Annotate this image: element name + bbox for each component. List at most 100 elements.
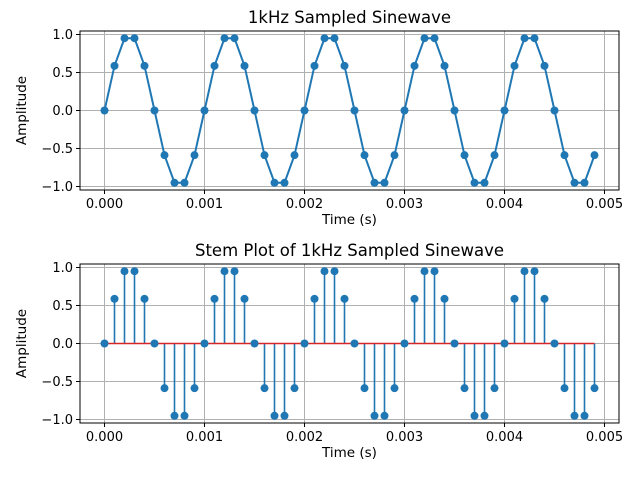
stem-subplot: 0.000 0.001 0.002 0.003 0.004 0.005 1.0 0.5 0.0 −… xyxy=(14,241,623,461)
data-point-marker xyxy=(330,34,339,43)
data-point-marker xyxy=(490,384,499,393)
data-point-marker xyxy=(570,178,579,187)
data-point-marker xyxy=(330,267,339,276)
data-point-marker xyxy=(250,106,259,115)
y-tick-label: 1.0 xyxy=(52,261,73,276)
data-point-marker xyxy=(550,106,559,115)
y-axis-label: Amplitude xyxy=(14,76,30,145)
data-point-marker xyxy=(560,151,569,160)
data-point-marker xyxy=(430,34,439,43)
data-point-marker xyxy=(320,267,329,276)
x-tick-label: 0.001 xyxy=(186,197,223,212)
data-point-marker xyxy=(250,339,259,348)
data-point-marker xyxy=(350,106,359,115)
data-point-marker xyxy=(580,178,589,187)
y-tick-label: 0.5 xyxy=(52,299,73,314)
data-point-marker xyxy=(290,384,299,393)
data-point-marker xyxy=(300,106,309,115)
data-point-marker xyxy=(360,151,369,160)
data-point-marker xyxy=(420,34,429,43)
x-tick-label: 0.003 xyxy=(386,197,423,212)
x-tick-label: 0.005 xyxy=(586,430,623,445)
x-tick-label: 0.002 xyxy=(286,430,323,445)
y-tick-label: 1.0 xyxy=(52,28,73,43)
y-tick-label: −1.0 xyxy=(41,413,73,428)
data-point-marker xyxy=(460,151,469,160)
data-point-marker xyxy=(340,61,349,70)
data-point-marker xyxy=(240,61,249,70)
data-point-marker xyxy=(120,34,129,43)
y-tick-label: 0.0 xyxy=(52,337,73,352)
data-point-marker xyxy=(150,339,159,348)
chart-title: Stem Plot of 1kHz Sampled Sinewave xyxy=(195,241,504,260)
data-point-marker xyxy=(230,267,239,276)
data-point-marker xyxy=(540,61,549,70)
data-point-marker xyxy=(520,267,529,276)
data-point-marker xyxy=(230,34,239,43)
data-point-marker xyxy=(310,294,319,303)
data-point-marker xyxy=(110,61,119,70)
x-tick-label: 0.005 xyxy=(586,197,623,212)
data-point-marker xyxy=(500,106,509,115)
data-point-marker xyxy=(360,384,369,393)
x-axis-label: Time (s) xyxy=(321,445,377,461)
data-point-marker xyxy=(280,411,289,420)
line-subplot: 0.000 0.001 0.002 0.003 0.004 0.005 1.0 0.5 0.0 −… xyxy=(14,8,623,228)
y-tick-label: 0.5 xyxy=(52,66,73,81)
data-point-marker xyxy=(240,294,249,303)
data-point-marker xyxy=(390,151,399,160)
data-point-marker xyxy=(350,339,359,348)
data-point-marker xyxy=(560,384,569,393)
data-point-marker xyxy=(450,339,459,348)
data-point-marker xyxy=(530,34,539,43)
y-tick-label: 0.0 xyxy=(52,104,73,119)
data-point-marker xyxy=(160,151,169,160)
data-point-marker xyxy=(380,178,389,187)
data-point-marker xyxy=(210,294,219,303)
data-point-marker xyxy=(380,411,389,420)
y-tick-label: −0.5 xyxy=(41,142,73,157)
data-point-marker xyxy=(260,151,269,160)
data-point-marker xyxy=(140,294,149,303)
data-point-marker xyxy=(570,411,579,420)
data-point-marker xyxy=(550,339,559,348)
data-point-marker xyxy=(430,267,439,276)
data-point-marker xyxy=(180,178,189,187)
data-point-marker xyxy=(200,339,209,348)
data-point-marker xyxy=(470,178,479,187)
data-point-marker xyxy=(210,61,219,70)
x-tick-label: 0.000 xyxy=(86,430,123,445)
x-tick-label: 0.001 xyxy=(186,430,223,445)
data-point-marker xyxy=(260,384,269,393)
data-point-marker xyxy=(490,151,499,160)
data-point-marker xyxy=(150,106,159,115)
data-point-marker xyxy=(180,411,189,420)
data-point-marker xyxy=(280,178,289,187)
data-point-marker xyxy=(130,34,139,43)
data-point-marker xyxy=(370,178,379,187)
data-point-marker xyxy=(100,106,109,115)
data-point-marker xyxy=(270,411,279,420)
data-point-marker xyxy=(590,384,599,393)
data-point-marker xyxy=(510,61,519,70)
data-point-marker xyxy=(200,106,209,115)
data-point-marker xyxy=(190,384,199,393)
y-axis-label: Amplitude xyxy=(14,309,30,378)
x-axis-label: Time (s) xyxy=(321,212,377,228)
data-point-marker xyxy=(130,267,139,276)
data-point-marker xyxy=(120,267,129,276)
data-point-marker xyxy=(480,178,489,187)
data-point-marker xyxy=(500,339,509,348)
data-point-marker xyxy=(290,151,299,160)
data-point-marker xyxy=(470,411,479,420)
chart-title: 1kHz Sampled Sinewave xyxy=(248,8,451,27)
data-point-marker xyxy=(190,151,199,160)
data-point-marker xyxy=(590,151,599,160)
data-point-marker xyxy=(460,384,469,393)
data-point-marker xyxy=(440,294,449,303)
data-point-marker xyxy=(510,294,519,303)
data-point-marker xyxy=(450,106,459,115)
x-tick-label: 0.004 xyxy=(486,197,523,212)
data-point-marker xyxy=(410,61,419,70)
